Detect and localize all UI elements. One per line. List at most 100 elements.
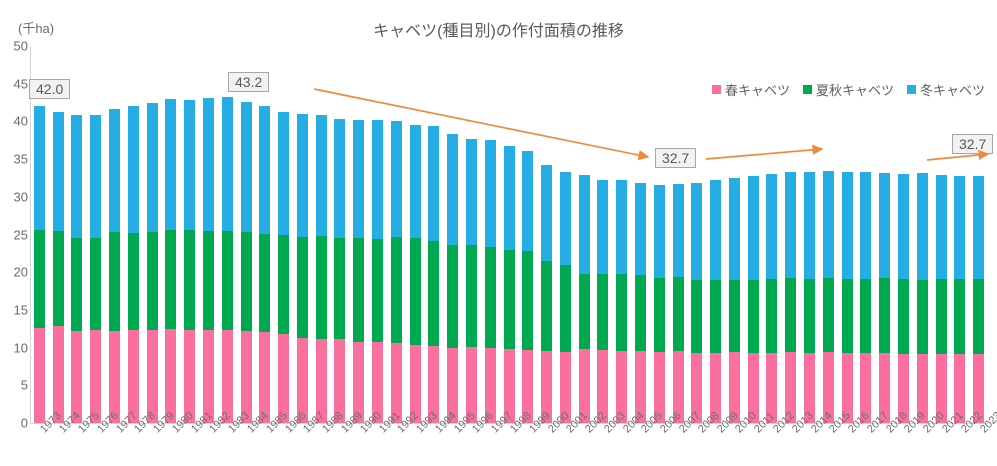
bar-2019[interactable] [897,174,909,423]
bar-segment-fuyu [334,119,346,239]
bar-2011[interactable] [747,176,759,423]
bar-2003[interactable] [597,180,609,423]
bar-1999[interactable] [522,150,534,423]
bar-1985[interactable] [259,106,271,423]
bar-segment-fuyu [653,184,665,279]
bar-1979[interactable] [146,102,158,423]
bar-segment-fuyu [184,100,196,230]
bar-2004[interactable] [616,180,628,423]
bar-segment-haru [728,352,740,423]
bar-segment-haru [559,352,571,423]
bar-segment-haru [897,353,909,423]
bar-segment-fuyu [465,138,477,246]
annotation-trough: 32.7 [655,148,697,168]
bar-segment-haru [353,342,365,423]
bar-1997[interactable] [484,140,496,423]
bar-1982[interactable] [202,98,214,423]
legend-item-fuyu[interactable]: 冬キャベツ [906,80,985,99]
bar-segment-haru [240,331,252,423]
bar-1990[interactable] [353,119,365,423]
bar-segment-kashu [90,237,102,331]
bar-segment-fuyu [33,106,45,230]
legend-item-haru[interactable]: 春キャベツ [711,80,790,99]
bar-1991[interactable] [372,119,383,423]
bar-segment-kashu [165,229,177,329]
bar-segment-fuyu [822,171,834,279]
x-axis-baseline [30,423,988,424]
bar-segment-haru [52,325,64,423]
bar-segment-fuyu [897,174,909,279]
bar-2007[interactable] [672,184,684,423]
bar-segment-haru [184,329,196,423]
bar-segment-fuyu [90,115,102,238]
y-tick-20: 20 [13,264,28,280]
bar-1987[interactable] [296,113,308,423]
bar-1978[interactable] [127,105,139,423]
bar-2021[interactable] [935,174,947,423]
bar-segment-fuyu [353,119,365,239]
bar-segment-fuyu [541,165,553,261]
bar-2005[interactable] [634,182,646,423]
bar-2020[interactable] [916,173,928,423]
bar-segment-kashu [822,278,834,353]
bar-segment-haru [71,331,83,423]
annotation-peak-first: 42.0 [29,79,71,99]
bar-1988[interactable] [315,114,327,423]
bar-1976[interactable] [90,115,102,423]
bar-1974[interactable] [52,111,64,423]
bar-segment-haru [653,352,665,423]
bar-1989[interactable] [334,119,346,423]
bar-1996[interactable] [465,138,477,423]
bar-segment-fuyu [259,106,271,234]
bar-1975[interactable] [71,115,83,423]
bar-2015[interactable] [822,171,834,423]
bar-2023[interactable] [973,176,985,423]
bar-segment-kashu [973,279,985,354]
bar-2001[interactable] [559,171,571,423]
bar-1992[interactable] [390,121,402,423]
bar-segment-haru [766,352,778,423]
bar-segment-haru [541,351,553,423]
bar-segment-haru [710,352,722,423]
bar-segment-fuyu [916,173,928,280]
bar-2008[interactable] [691,183,703,423]
bar-1973[interactable] [33,106,45,423]
bar-2018[interactable] [879,172,891,423]
bar-2009[interactable] [710,180,722,423]
bar-2012[interactable] [766,174,778,423]
bar-segment-fuyu [616,180,628,275]
y-tick-15: 15 [13,302,28,318]
y-tick-45: 45 [13,76,28,92]
bar-1986[interactable] [278,112,290,423]
bar-segment-fuyu [728,177,740,280]
bar-2010[interactable] [728,177,740,423]
bar-1977[interactable] [109,109,121,423]
bar-1984[interactable] [240,101,252,423]
bar-segment-fuyu [578,174,590,274]
bar-segment-fuyu [747,176,759,280]
bar-1983[interactable] [221,97,233,423]
bar-2022[interactable] [954,176,966,423]
legend-item-kashu[interactable]: 夏秋キャベツ [802,80,894,99]
bar-segment-haru [503,349,515,423]
bar-1995[interactable] [447,133,459,423]
bar-1980[interactable] [165,98,177,423]
bar-segment-kashu [616,274,628,351]
bar-2002[interactable] [578,174,590,423]
bar-2014[interactable] [804,171,816,423]
x-axis-tick-labels: 1973 1974 1975 1976 1977 1978 1979 1980 1981 1982… [0,410,997,466]
bar-2013[interactable] [785,171,797,423]
bar-2016[interactable] [841,171,853,423]
legend-label-fuyu: 冬キャベツ [919,83,985,98]
bar-1994[interactable] [428,125,440,423]
bar-segment-kashu [672,276,684,352]
bar-1998[interactable] [503,145,515,423]
bar-2017[interactable] [860,171,872,423]
bar-1981[interactable] [184,100,196,423]
bar-1993[interactable] [409,125,421,423]
bar-segment-kashu [334,238,346,340]
bar-segment-kashu [747,279,759,353]
bar-2000[interactable] [541,165,553,423]
bar-2006[interactable] [653,184,665,423]
bar-segment-haru [447,347,459,423]
